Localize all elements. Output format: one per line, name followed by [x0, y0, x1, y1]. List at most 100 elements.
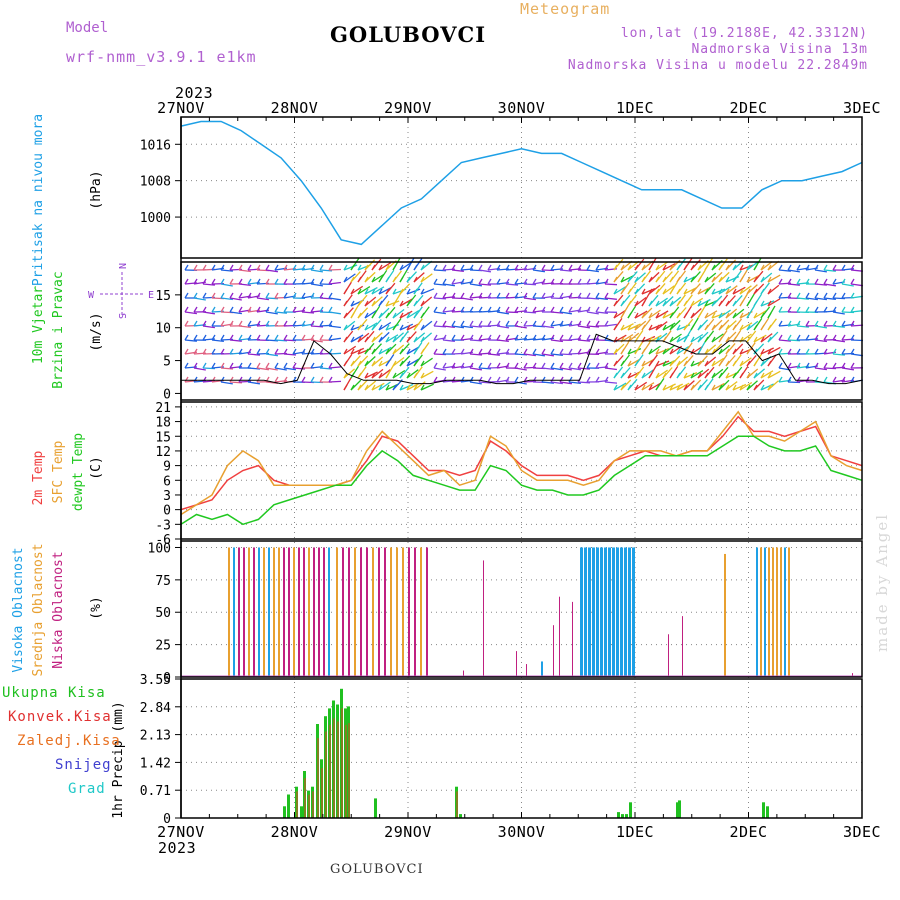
precip-conv-bar — [345, 724, 347, 818]
wind-barb-flag — [746, 336, 751, 343]
wind-barb-flag — [256, 348, 261, 355]
wind-barb-flag — [850, 320, 855, 327]
wind-barb-flag — [550, 278, 555, 285]
wind-barb-flag — [364, 264, 369, 271]
wind-barb-flag — [371, 372, 376, 379]
wind-barb — [514, 367, 527, 371]
wind-barb-flag — [550, 264, 555, 271]
precip-ylabel: 1hr Precip (mm) — [111, 701, 126, 818]
wind-barb-flag — [265, 348, 270, 355]
wind-barb — [739, 264, 754, 271]
wind-barb — [655, 360, 670, 367]
wind-barb-flag — [343, 324, 348, 331]
wind-barb-flag — [697, 348, 702, 355]
wind-barb — [328, 380, 342, 383]
wind-barb-flag — [392, 336, 397, 343]
wind-barb-flag — [760, 372, 765, 379]
wind-barb — [469, 353, 483, 356]
wind-barb — [704, 344, 717, 355]
wind-barb-flag — [662, 372, 667, 379]
precip-bar — [287, 794, 290, 818]
wind-barb-flag — [634, 360, 639, 367]
wind-barb-flag — [850, 292, 855, 299]
wind-barb-flag — [669, 384, 674, 391]
wind-barb — [718, 286, 732, 295]
wind-barb-flag — [451, 348, 456, 355]
wind-barb-flag — [301, 292, 306, 299]
precip-bar — [766, 806, 769, 818]
wind-barb — [399, 323, 414, 331]
wind-barb-flag — [595, 264, 600, 271]
wind-barb-flag — [193, 292, 198, 299]
wind-barb — [364, 296, 377, 307]
cloud-bar — [772, 547, 774, 677]
wind-barb-flag — [620, 372, 625, 379]
wind-barb-flag — [385, 348, 390, 355]
wind-barb-flag — [420, 288, 425, 295]
wind-barb-flag — [378, 288, 383, 295]
wind-barb-flag — [460, 376, 465, 383]
wind-barb-flag — [350, 264, 355, 271]
wind-barb-flag — [350, 384, 355, 391]
compass-s: S — [116, 313, 127, 319]
wind-barb — [523, 311, 537, 314]
wind-barb-flag — [514, 264, 519, 271]
wind-barb-flag — [292, 292, 297, 299]
wind-barb-flag — [420, 276, 425, 283]
wind-barb-flag — [814, 292, 819, 299]
wind-barb-flag — [460, 348, 465, 355]
wind-barb-flag — [595, 334, 600, 341]
wind-barb-flag — [850, 376, 855, 383]
wind-barb-flag — [496, 292, 501, 299]
bottom-day-label: 30NOV — [498, 823, 546, 841]
wind-barb-flag — [550, 348, 555, 355]
wind-barb-flag — [211, 348, 216, 355]
temp-tick-label: 9 — [163, 460, 171, 475]
wind-barb-flag — [392, 312, 397, 319]
compass-e: E — [148, 290, 154, 301]
wind-barb-flag — [690, 324, 695, 331]
wind-barb — [767, 298, 781, 307]
wind-barb-flag — [604, 376, 609, 383]
wind-barb-flag — [559, 292, 564, 299]
wind-barb-flag — [613, 276, 618, 283]
cloud-bar — [764, 547, 766, 677]
wind-barb-flag — [732, 348, 737, 355]
wind-barb-flag — [778, 362, 783, 369]
wind-barb-flag — [478, 376, 483, 383]
wind-barb-flag — [413, 288, 418, 295]
wind-barb-flag — [704, 324, 709, 331]
wind-barb — [364, 287, 378, 295]
wind-barb-flag — [832, 306, 837, 313]
wind-barb-flag — [711, 384, 716, 391]
model-elevation-label: Nadmorska Visina u modelu 22.2849m — [567, 58, 868, 73]
wind-barb — [220, 367, 234, 370]
wind-barb-flag — [319, 292, 324, 299]
cloud-tick-label: 50 — [155, 606, 171, 621]
wind-barb-flag — [796, 334, 801, 341]
wind-barb-flag — [850, 334, 855, 341]
precip-conv-bar — [333, 718, 335, 818]
wind-barb — [550, 311, 564, 314]
wind-barb — [718, 309, 731, 319]
wind-barb-flag — [586, 278, 591, 285]
wind-barb-flag — [697, 336, 702, 343]
cloud-bar — [336, 547, 338, 677]
wind-barb-flag — [577, 362, 582, 369]
wind-barb-flag — [292, 348, 297, 355]
wind-barb-flag — [823, 264, 828, 271]
wind-barb — [265, 367, 278, 371]
wind-barb — [760, 370, 774, 379]
wind-barb-flag — [850, 264, 855, 271]
wind-barb-flag — [595, 320, 600, 327]
precip-tick-label: 2.13 — [140, 729, 171, 744]
model-name: wrf-nmm_v3.9.1 e1km — [66, 48, 257, 66]
wind-barb-flag — [634, 312, 639, 319]
wind-barb-flag — [627, 312, 632, 319]
wind-barb-flag — [577, 320, 582, 327]
wind-barb-flag — [469, 348, 474, 355]
cloud-bar — [760, 547, 762, 677]
wind-barb-flag — [478, 292, 483, 299]
wind-barb-flag — [725, 312, 730, 319]
